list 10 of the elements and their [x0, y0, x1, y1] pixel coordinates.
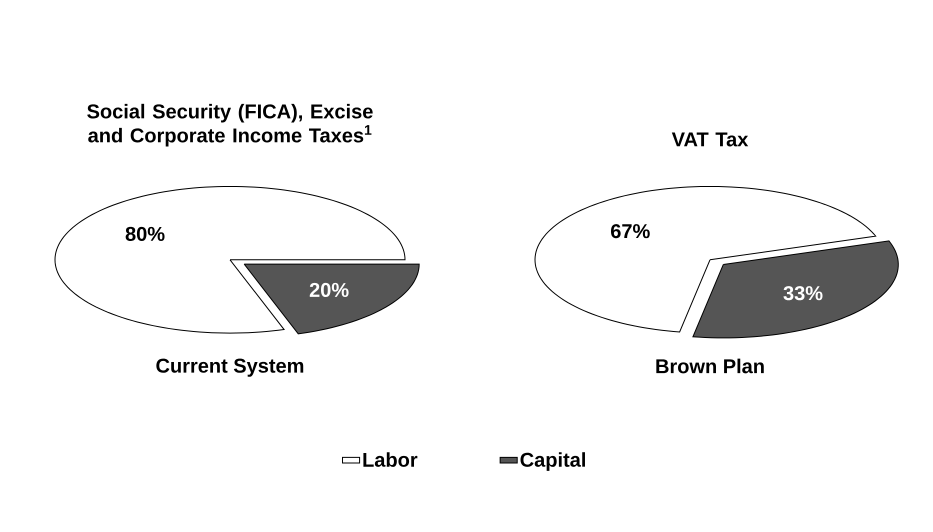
- legend-label: Capital: [520, 452, 585, 471]
- data-label: 80%: [126, 226, 165, 241]
- data-label: 67%: [611, 224, 650, 238]
- legend-label: Labor: [363, 452, 418, 467]
- text: Current System: [156, 358, 304, 377]
- data-label: 33%: [783, 286, 823, 300]
- data-label: 20%: [310, 282, 349, 298]
- chart-title: Social Security (FICA), Excise and Corporate Income Taxes$^{1}$: [87, 104, 373, 146]
- text: Brown Plan: [656, 358, 764, 374]
- chart-title: VAT Tax: [672, 132, 748, 146]
